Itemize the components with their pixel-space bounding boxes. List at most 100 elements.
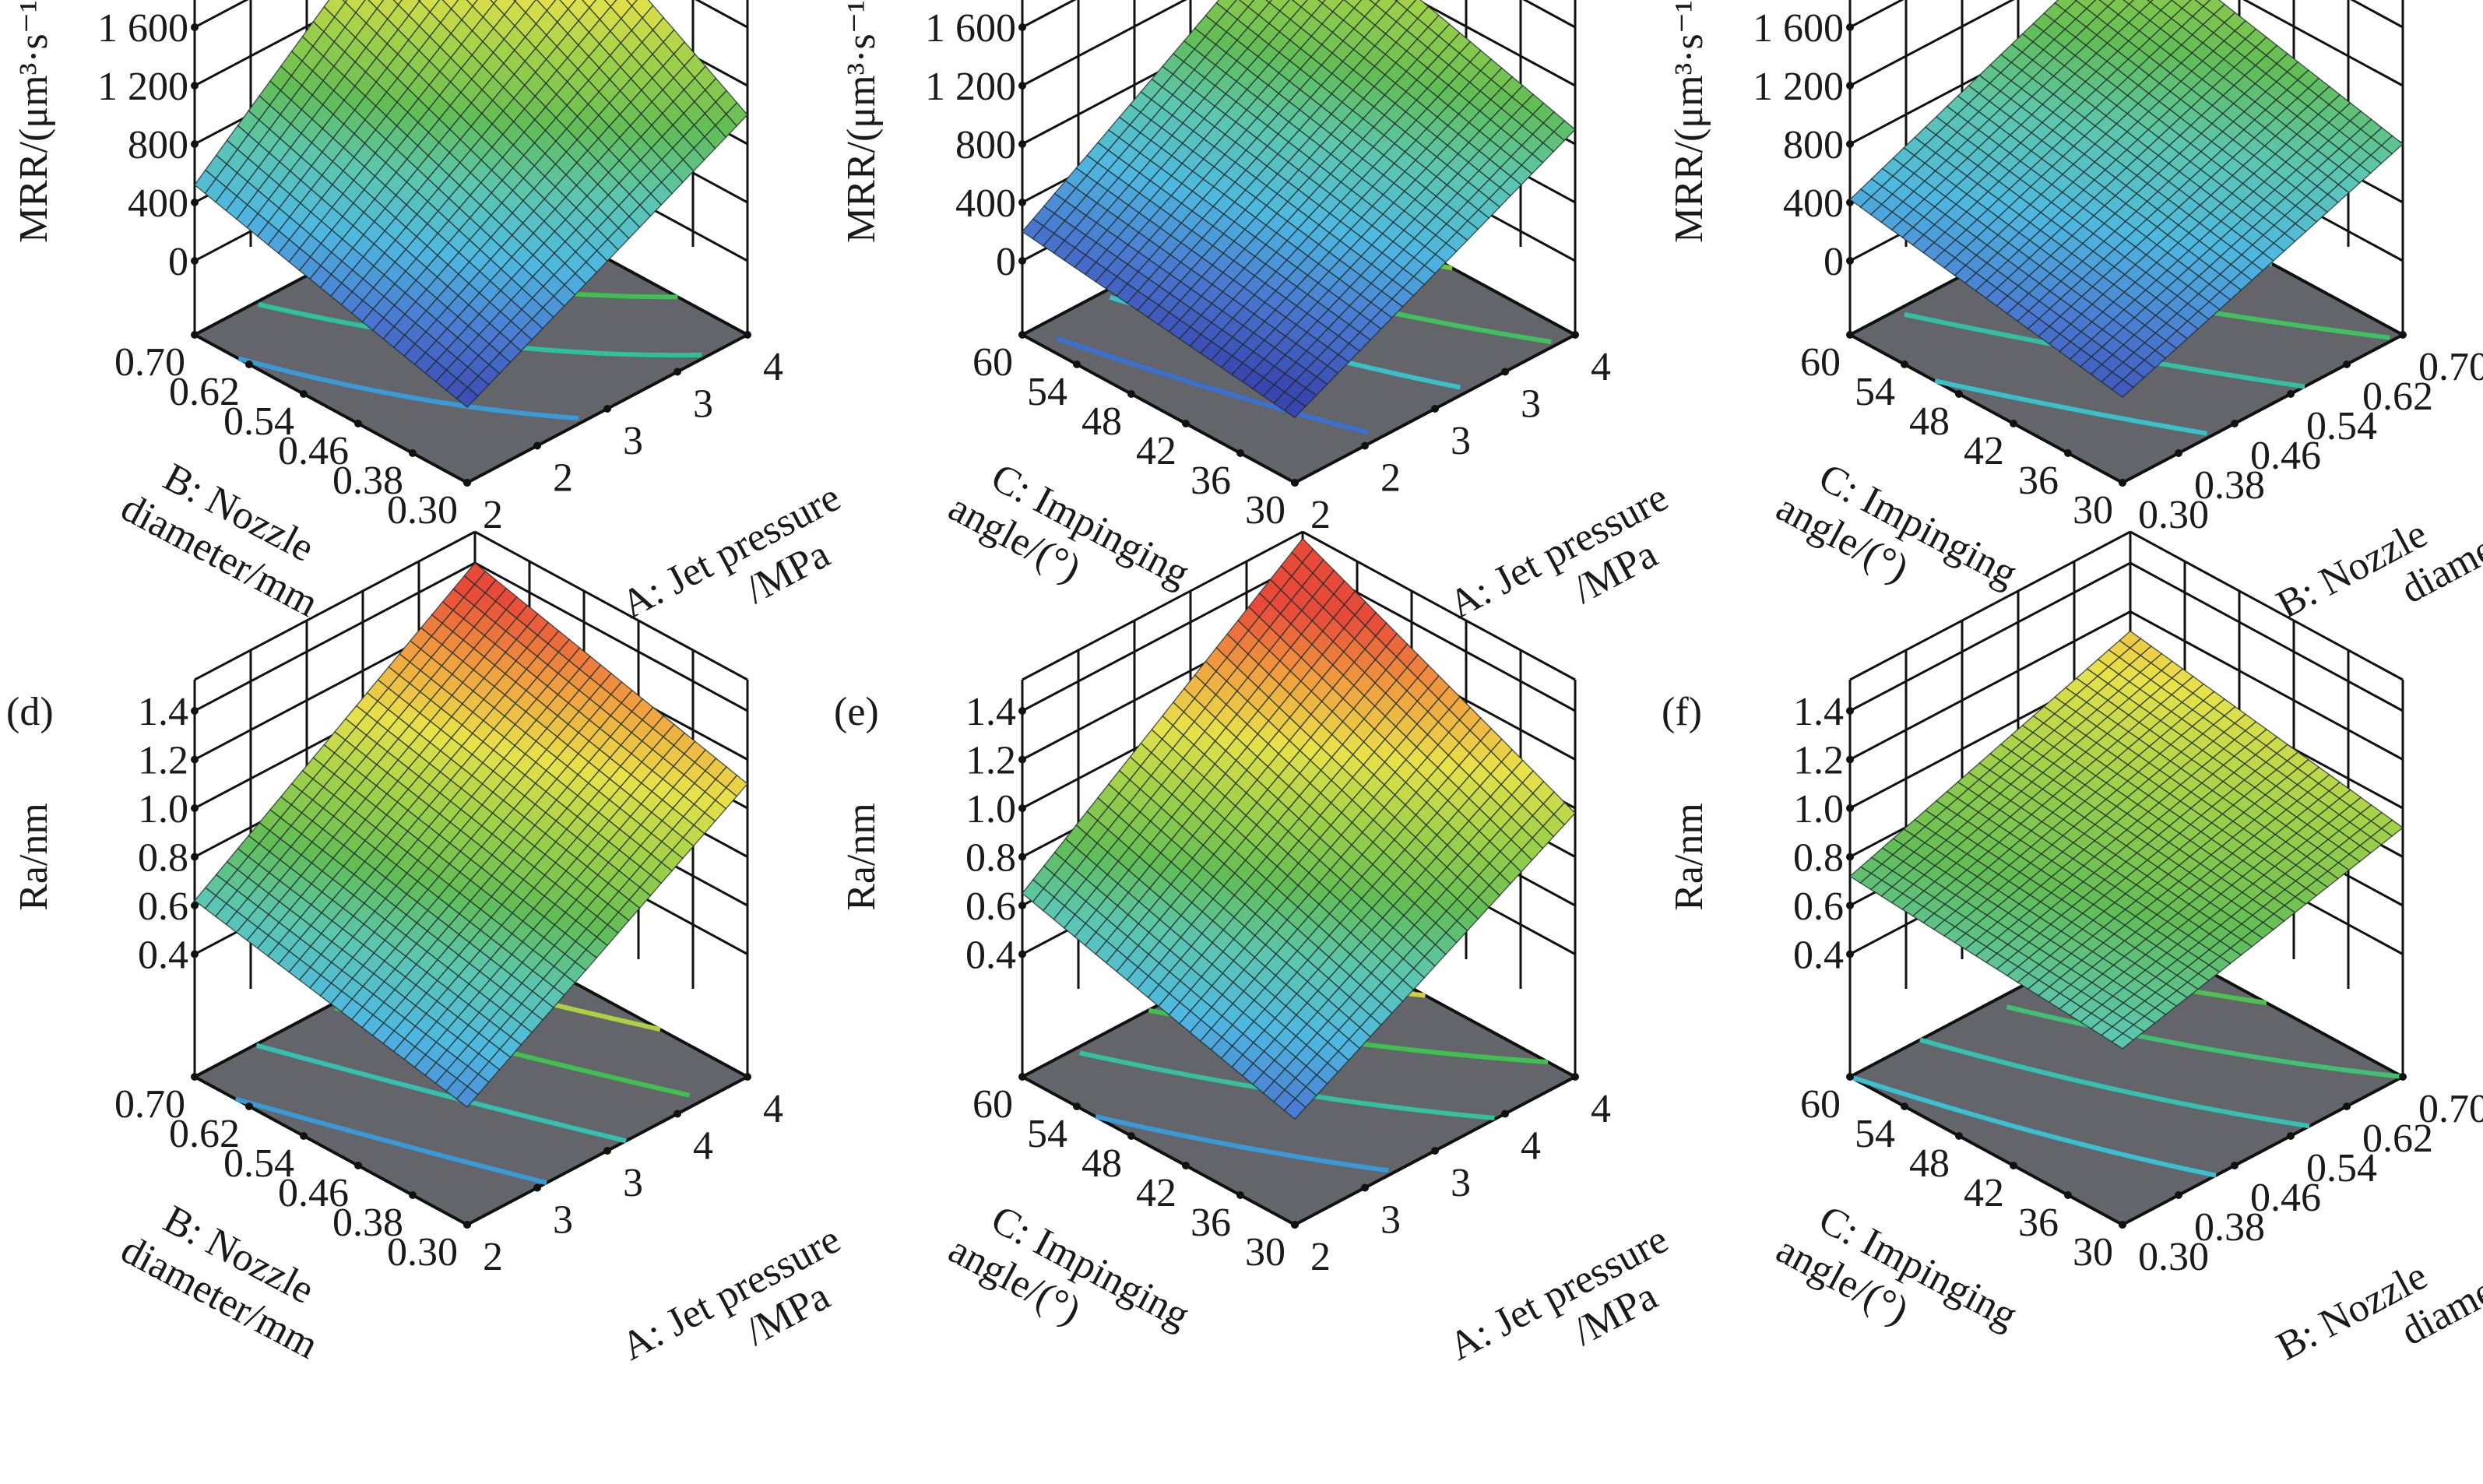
panel-f: 0.4 0.6 0.8 1.0 1.2 1.4 0.30 0.38 0.46 0.54 0.62 0.… [1655,530,2483,1484]
contour-line [1056,336,1369,435]
y-tick-mark [1182,420,1190,427]
box-edge [1849,530,2131,681]
x-tick-mark [1501,1109,1509,1118]
x-tick-label: 3 [623,1161,643,1205]
z-tick-label: 1 200 [925,65,1016,109]
y-tick-mark [1901,1102,1908,1110]
y-tick-label: 60 [1800,1082,1841,1127]
panel-e: 0.4 0.6 0.8 1.0 1.2 1.4 2 3 3 4 4 A: Jet pressure/M… [828,530,1675,1484]
z-tick-label: 1.2 [138,739,188,783]
y-tick-mark [2064,449,2072,457]
x-tick-label: 3 [1451,419,1471,463]
y-tick-mark [1127,1132,1135,1140]
x-tick-label: 0.30 [2138,1235,2209,1279]
y-tick-label: 30 [2073,1230,2113,1275]
y-tick-label: 42 [1136,429,1176,473]
box-edge [2130,530,2404,681]
x-tick-label: 3 [553,1198,573,1243]
y-tick-mark [2119,479,2126,487]
x-tick-mark [744,1073,751,1081]
y-tick-mark [1955,1132,1963,1140]
x-tick-label: 0.54 [2306,1146,2377,1190]
z-tick-label: 1 200 [1753,65,1844,109]
y-tick-mark [1955,390,1963,398]
z-tick-label: 1.4 [1793,690,1844,734]
x-tick-mark [2175,449,2182,457]
x-tick-mark [1571,1073,1579,1081]
surface-cell [455,1085,479,1108]
wall-gridline [1849,561,2404,712]
x-tick-mark [1361,1183,1369,1192]
z-tick-label: 0 [1824,240,1844,284]
y-tick-label: 0.54 [223,399,294,444]
y-tick-mark [2064,1191,2072,1199]
y-tick-label: 54 [1855,370,1895,414]
y-axis: 0.300.380.460.540.620.70B: Nozzlediamete… [114,331,471,626]
z-tick-label: 0.6 [965,884,1016,929]
z-tick-label: 0.4 [965,934,1016,978]
x-tick-label: 3 [1521,382,1541,427]
panel-label: (d) [6,690,54,734]
box-edge [1302,530,1576,681]
surface-cell [1283,398,1307,419]
wall-gridline [1849,0,2404,87]
y-tick-label: 0.62 [169,1112,240,1156]
z-tick-label: 1 600 [925,6,1016,51]
x-tick-mark [674,1109,681,1118]
contour-line [255,1043,627,1144]
x-tick-label: 0.38 [2194,463,2265,508]
z-tick-label: 0 [996,240,1016,284]
contour-line [237,356,579,420]
y-tick-label: 42 [1964,1171,2004,1215]
z-axis-title: MRR/(μm³·s⁻¹) [839,0,884,243]
x-tick-label: 4 [763,1087,783,1131]
response-surface [1848,0,2404,398]
y-tick-mark [463,479,471,487]
y-tick-label: 30 [1245,1230,1285,1275]
z-tick-label: 400 [955,181,1016,226]
y-tick-mark [191,1073,199,1081]
y-tick-mark [1291,479,1299,487]
z-tick-label: 0.8 [1793,836,1844,881]
x-tick-label: 0.62 [2362,375,2433,419]
x-tick-label: 4 [1521,1124,1541,1169]
x-tick-mark [2231,420,2239,427]
x-tick-label: 2 [1310,493,1331,537]
x-tick-label: 3 [693,382,713,427]
y-tick-mark [2010,1162,2017,1169]
surface-cell [1369,0,1380,5]
y-tick-label: 0.30 [387,1230,458,1275]
y-tick-mark [463,1221,471,1229]
z-tick-label: 800 [128,123,188,167]
y-tick-label: 0.30 [387,488,458,533]
x-tick-label: 0.54 [2306,404,2377,448]
x-tick-label: 3 [1380,1198,1401,1243]
surface-cell [2111,378,2134,398]
z-tick-label: 1.2 [1793,739,1844,783]
y-tick-mark [300,390,308,398]
z-tick-label: 0.6 [1793,884,1844,929]
x-tick-label: 0.46 [2250,434,2321,478]
x-tick-label: 0.70 [2418,1087,2483,1131]
contour-line [1934,378,2207,436]
x-tick-label: 4 [1591,1087,1611,1131]
z-tick-label: 0.4 [138,934,188,978]
panel-label: (e) [834,690,879,734]
x-tick-mark [2343,360,2351,368]
y-tick-label: 48 [1909,399,1950,444]
z-axis-title: MRR/(μm³·s⁻¹) [1667,0,1711,243]
y-tick-label: 0.46 [278,429,349,473]
panel-d: 0.4 0.6 0.8 1.0 1.2 1.4 2 3 3 4 4 A: Jet pressure/M… [0,530,847,1484]
x-tick-mark [533,1183,541,1192]
x-tick-label: 4 [763,345,783,389]
x-tick-mark [533,441,541,450]
panel-label: (f) [1662,690,1702,734]
x-tick-mark [2287,390,2295,398]
y-tick-mark [245,360,253,368]
